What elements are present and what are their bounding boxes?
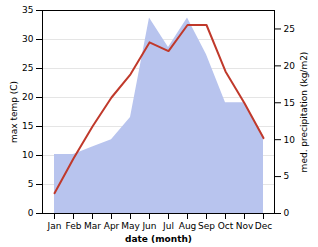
svg-text:30: 30 xyxy=(22,34,34,44)
svg-text:0: 0 xyxy=(28,208,34,218)
svg-text:date (month): date (month) xyxy=(125,234,192,244)
svg-text:10: 10 xyxy=(22,150,34,160)
svg-text:max temp (C): max temp (C) xyxy=(9,81,19,143)
svg-text:0: 0 xyxy=(284,208,290,218)
svg-text:Jan: Jan xyxy=(47,221,62,231)
svg-text:25: 25 xyxy=(22,63,33,73)
svg-text:med. precipitation (kg/m2): med. precipitation (kg/m2) xyxy=(299,52,309,173)
svg-text:Apr: Apr xyxy=(104,221,120,231)
svg-text:Mar: Mar xyxy=(84,221,101,231)
svg-text:May: May xyxy=(121,221,140,231)
svg-text:35: 35 xyxy=(22,5,33,15)
svg-text:5: 5 xyxy=(284,171,290,181)
svg-text:Aug: Aug xyxy=(179,221,197,231)
svg-text:10: 10 xyxy=(284,135,296,145)
svg-text:Nov: Nov xyxy=(236,221,254,231)
svg-text:Jul: Jul xyxy=(162,221,174,231)
svg-text:15: 15 xyxy=(22,121,33,131)
svg-text:Feb: Feb xyxy=(66,221,82,231)
svg-text:5: 5 xyxy=(28,179,34,189)
svg-text:Jun: Jun xyxy=(141,221,156,231)
svg-text:20: 20 xyxy=(22,92,34,102)
svg-text:15: 15 xyxy=(284,98,295,108)
svg-text:Dec: Dec xyxy=(255,221,272,231)
svg-text:Sep: Sep xyxy=(198,221,215,231)
svg-text:Oct: Oct xyxy=(218,221,234,231)
svg-text:25: 25 xyxy=(284,24,295,34)
svg-text:20: 20 xyxy=(284,61,296,71)
